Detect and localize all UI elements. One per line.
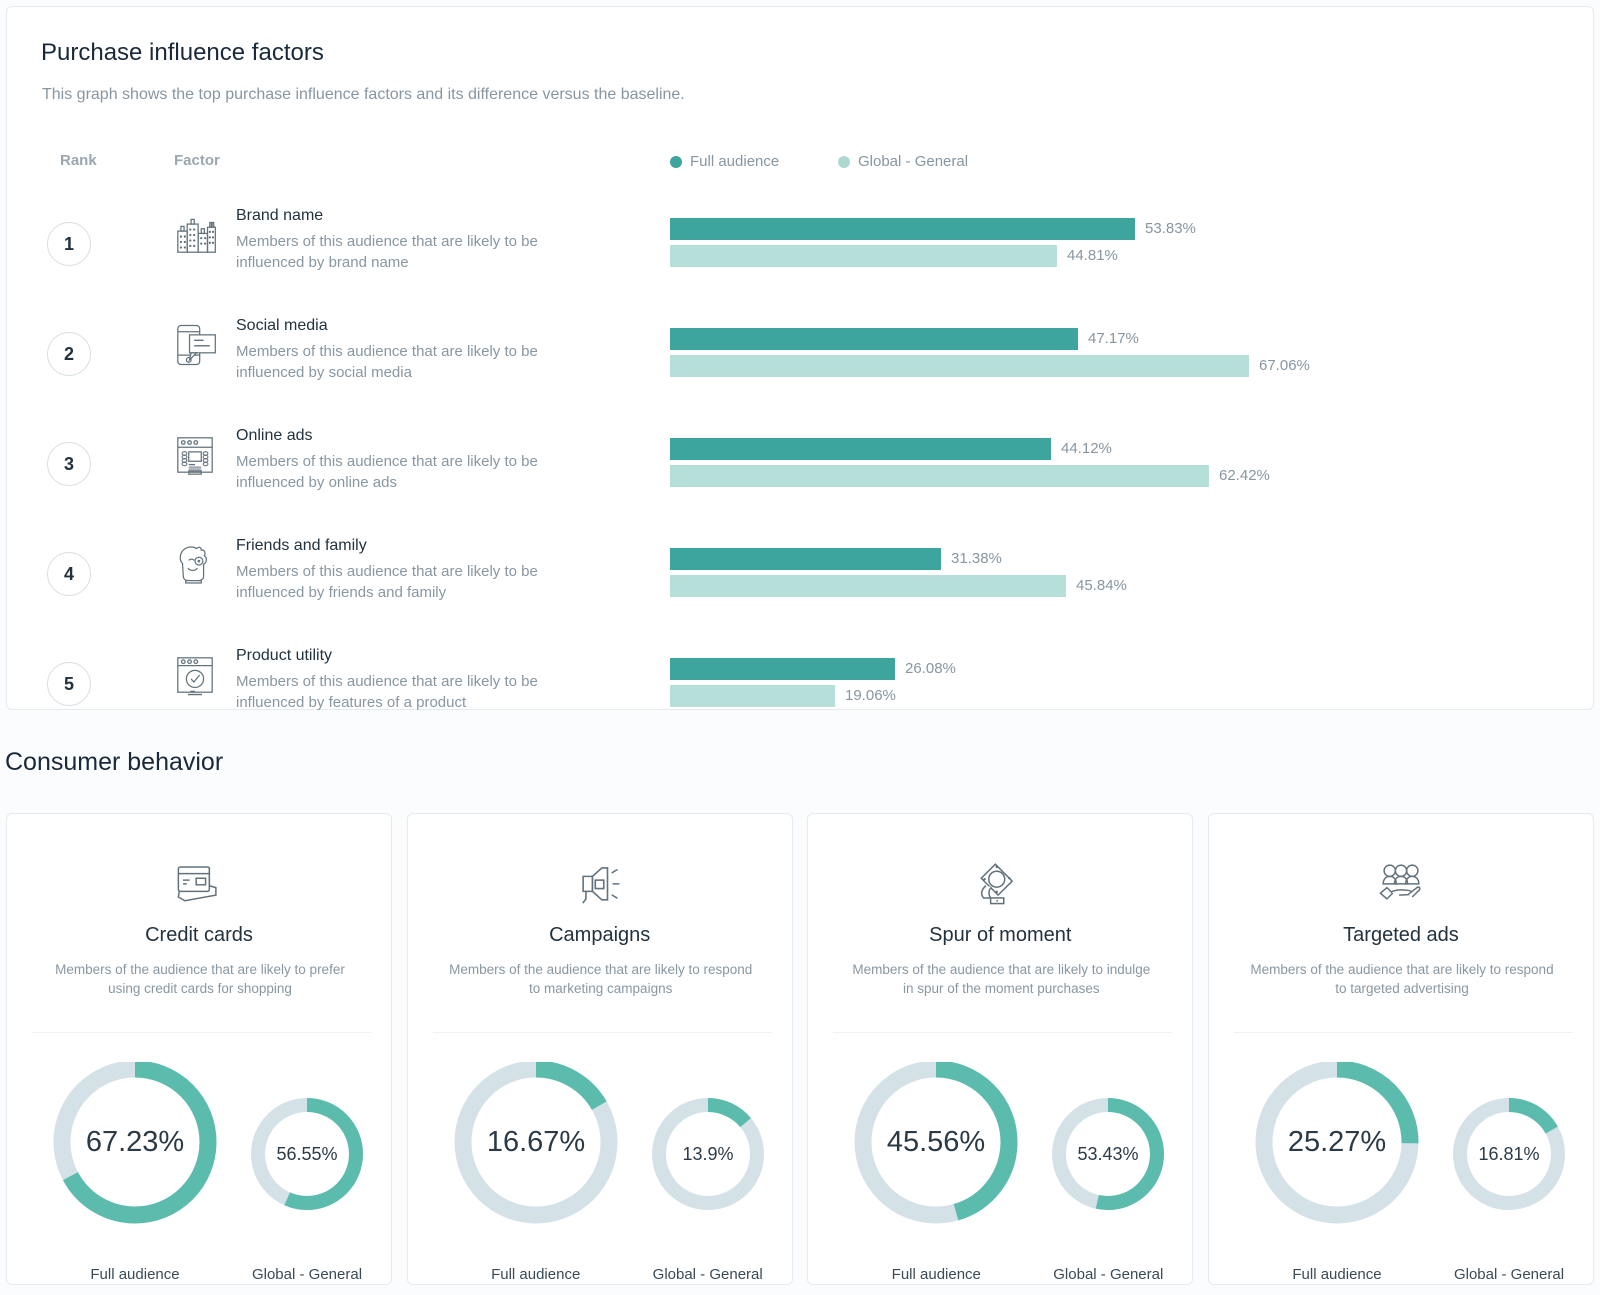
svg-text:13.9%: 13.9% [682, 1144, 733, 1164]
svg-text:16.81%: 16.81% [1478, 1144, 1539, 1164]
svg-text:45.56%: 45.56% [887, 1126, 985, 1158]
svg-text:53.43%: 53.43% [1078, 1144, 1139, 1164]
svg-text:16.67%: 16.67% [487, 1126, 585, 1158]
svg-text:67.23%: 67.23% [86, 1126, 184, 1158]
svg-text:56.55%: 56.55% [276, 1144, 337, 1164]
svg-text:25.27%: 25.27% [1288, 1126, 1386, 1158]
